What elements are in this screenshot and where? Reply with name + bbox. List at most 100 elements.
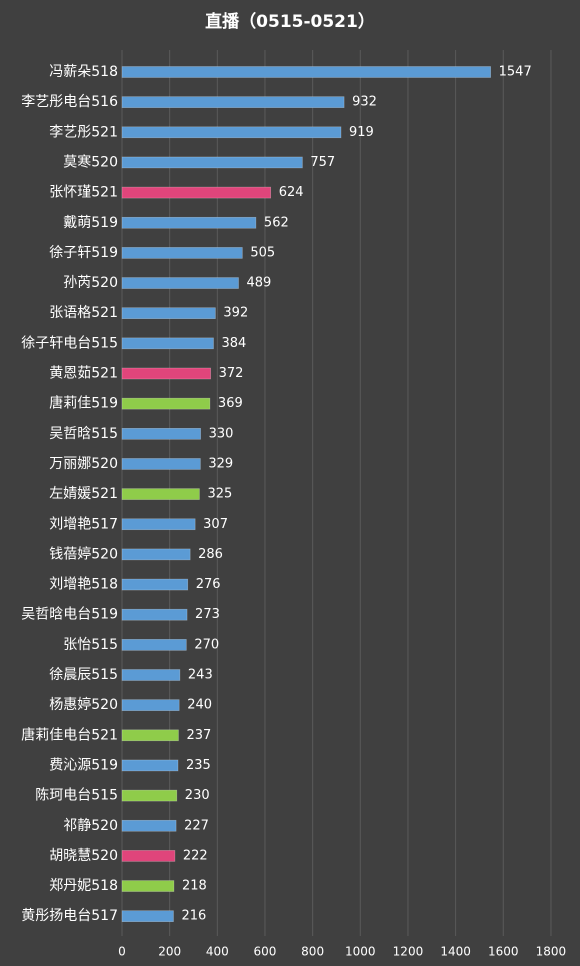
- value-label: 372: [219, 366, 244, 381]
- value-label: 392: [223, 306, 248, 321]
- value-label: 273: [195, 607, 220, 622]
- category-label: 费沁源519: [49, 757, 118, 773]
- bar: [121, 729, 179, 742]
- category-label: 唐莉佳519: [49, 395, 118, 412]
- x-axis-ticks: 0 200 400 600 800 1000 1200 1400 1600 1800: [118, 945, 566, 959]
- category-label: 吴哲晗电台519: [21, 606, 118, 623]
- bar: [121, 578, 189, 591]
- bar: [121, 518, 196, 531]
- category-label: 郑丹妮518: [49, 878, 118, 894]
- category-label: 张怡515: [63, 637, 118, 653]
- category-label: 莫寒520: [63, 153, 118, 170]
- category-label: 张语格521: [49, 305, 118, 321]
- category-label: 唐莉佳电台521: [21, 726, 118, 743]
- category-label: 吴哲晗515: [49, 425, 118, 442]
- bars: 冯薪朵518 1547 李艺彤电台516 932 李艺彤521 919 莫寒520 757 张怀…: [21, 64, 531, 924]
- x-tick-label: 1200: [393, 945, 424, 959]
- category-label: 戴萌519: [63, 215, 118, 231]
- bar: [121, 639, 187, 651]
- bar: [121, 307, 216, 320]
- bar: [121, 608, 188, 621]
- category-label: 徐晨辰515: [49, 667, 118, 683]
- value-label: 562: [264, 215, 289, 230]
- value-label: 240: [187, 698, 212, 713]
- category-label: 黄恩茹521: [49, 365, 118, 382]
- value-label: 230: [185, 788, 210, 803]
- x-tick-label: 800: [301, 945, 324, 959]
- bar: [121, 126, 342, 139]
- category-label: 万丽娜520: [49, 456, 118, 472]
- bar: [121, 247, 243, 259]
- value-label: 227: [184, 818, 209, 833]
- bar: [121, 427, 201, 440]
- category-label: 刘增艳517: [49, 516, 118, 532]
- x-tick-label: 1000: [345, 945, 376, 959]
- x-tick-label: 200: [158, 945, 181, 959]
- value-label: 270: [194, 637, 219, 652]
- bar: [121, 880, 175, 892]
- bar: [121, 819, 177, 832]
- category-label: 杨惠婷520: [49, 697, 118, 713]
- value-label: 505: [250, 245, 275, 260]
- category-label: 冯薪朵518: [49, 64, 118, 80]
- category-label: 徐子轩电台515: [21, 335, 118, 351]
- bar: [121, 669, 181, 681]
- value-label: 286: [198, 547, 223, 562]
- bar: [121, 759, 179, 772]
- category-label: 张怀瑾521: [49, 185, 118, 201]
- bar: [121, 156, 303, 169]
- bar: [121, 397, 211, 410]
- value-label: 216: [181, 909, 206, 924]
- value-label: 235: [186, 758, 211, 773]
- value-label: 307: [203, 517, 228, 532]
- value-label: 237: [186, 728, 211, 743]
- value-label: 329: [208, 456, 233, 471]
- bar: [121, 96, 345, 108]
- x-tick-label: 1800: [536, 945, 567, 959]
- x-tick-label: 400: [206, 945, 229, 959]
- category-label: 刘增艳518: [49, 577, 118, 593]
- value-label: 218: [182, 879, 207, 894]
- bar: [121, 699, 180, 711]
- value-label: 624: [279, 185, 304, 200]
- category-label: 孙芮520: [63, 274, 118, 291]
- value-label: 919: [349, 125, 374, 140]
- category-label: 黄彤扬电台517: [21, 907, 118, 924]
- category-label: 左婧媛521: [49, 486, 118, 502]
- bar: [121, 850, 176, 862]
- value-label: 384: [222, 336, 247, 351]
- bar: [121, 488, 200, 500]
- value-label: 1547: [499, 65, 532, 80]
- value-label: 325: [207, 487, 232, 502]
- category-label: 陈珂电台515: [35, 787, 118, 804]
- bar: [121, 66, 491, 78]
- chart-title: 直播（0515-0521）: [205, 11, 375, 32]
- category-label: 祁静520: [63, 818, 118, 834]
- x-tick-label: 600: [254, 945, 277, 959]
- value-label: 222: [183, 848, 208, 863]
- bar: [121, 337, 214, 350]
- bar: [121, 789, 178, 802]
- value-label: 243: [188, 668, 213, 683]
- category-label: 李艺彤521: [49, 124, 118, 140]
- value-label: 932: [352, 95, 377, 110]
- value-label: 369: [218, 396, 243, 411]
- x-tick-label: 0: [118, 945, 126, 959]
- x-tick-label: 1600: [488, 945, 519, 959]
- bar: [121, 458, 201, 470]
- x-tick-label: 1400: [440, 945, 471, 959]
- value-label: 330: [209, 426, 234, 441]
- bar: [121, 367, 211, 380]
- value-label: 276: [196, 577, 221, 592]
- bar: [121, 186, 271, 199]
- category-label: 钱蓓婷520: [49, 546, 118, 562]
- bar: [121, 548, 191, 561]
- value-label: 489: [247, 276, 272, 291]
- value-label: 757: [310, 155, 335, 170]
- bar: [121, 910, 174, 923]
- bar: [121, 277, 239, 289]
- bar: [121, 216, 257, 229]
- category-label: 徐子轩519: [49, 245, 118, 261]
